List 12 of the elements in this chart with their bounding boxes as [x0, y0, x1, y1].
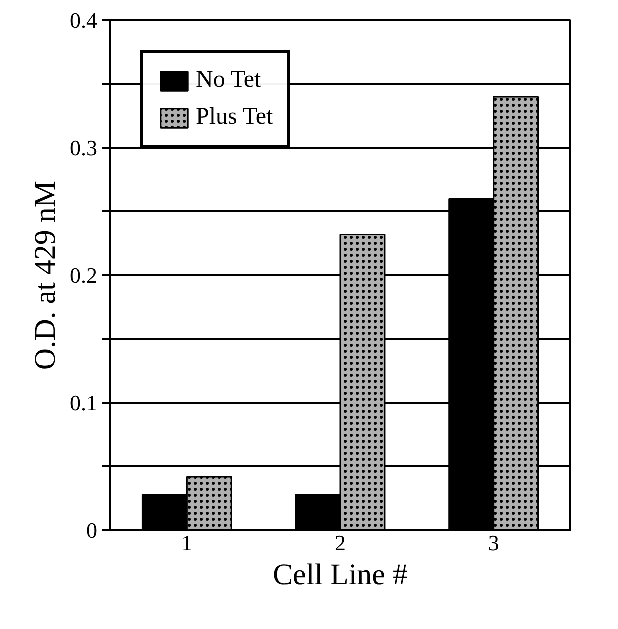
- y-tick-label: 0: [86, 518, 98, 543]
- y-tick-label: 0.2: [70, 263, 98, 288]
- x-tick-label: 2: [335, 530, 346, 556]
- x-tick-label: 3: [488, 530, 500, 556]
- y-tick-label: 0.4: [70, 8, 98, 33]
- legend-label: No Tet: [196, 67, 262, 94]
- y-tick-label: 0.3: [70, 136, 98, 160]
- y-axis-title: O.D. at 429 nM: [29, 180, 62, 370]
- y-tick-label: 0.1: [70, 390, 98, 416]
- x-tick-label: 1: [182, 530, 193, 556]
- legend-label: Plus Tet: [196, 104, 274, 131]
- x-axis-title: Cell Line #: [273, 558, 408, 592]
